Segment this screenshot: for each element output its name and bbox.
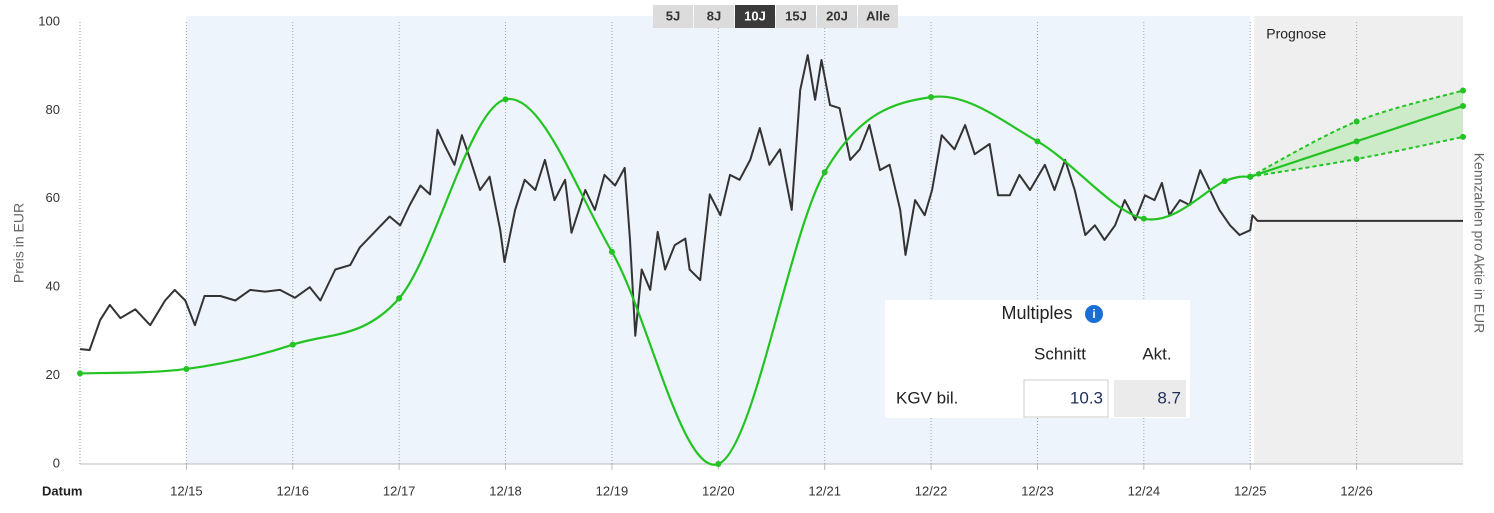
data-point bbox=[1353, 118, 1360, 125]
range-button-label[interactable]: 5J bbox=[666, 8, 680, 23]
data-point bbox=[821, 169, 828, 176]
data-point bbox=[1353, 156, 1360, 163]
data-point bbox=[502, 96, 509, 103]
data-point bbox=[77, 370, 83, 377]
range-button-label[interactable]: 15J bbox=[785, 8, 807, 23]
column-header: Schnitt bbox=[1034, 344, 1086, 363]
info-icon[interactable] bbox=[1085, 305, 1103, 323]
x-tick-label: 12/17 bbox=[383, 483, 416, 498]
data-point bbox=[1460, 87, 1466, 94]
y-tick-label: 40 bbox=[46, 279, 60, 294]
data-point bbox=[1460, 133, 1466, 140]
range-button[interactable] bbox=[776, 5, 816, 28]
forecast-band bbox=[1250, 90, 1463, 177]
y-tick-label: 20 bbox=[46, 367, 60, 382]
value-cell-text: 8.7 bbox=[1157, 388, 1181, 407]
x-tick-label: 12/23 bbox=[1021, 483, 1054, 498]
ui-layer: Preis in EUR Kennzahlen pro Aktie in EUR… bbox=[11, 5, 1487, 498]
forecast-label: Prognose bbox=[1266, 26, 1326, 42]
range-button[interactable] bbox=[653, 5, 693, 28]
range-button[interactable] bbox=[735, 5, 775, 28]
data-point bbox=[1353, 138, 1360, 145]
y-tick-label: 60 bbox=[46, 190, 60, 205]
x-tick-label: 12/22 bbox=[915, 483, 948, 498]
column-header: Akt. bbox=[1142, 344, 1171, 363]
data-point bbox=[608, 248, 615, 255]
range-button-label[interactable]: Alle bbox=[866, 8, 890, 23]
data-point bbox=[1221, 178, 1228, 185]
y-tick-label: 100 bbox=[38, 13, 60, 28]
info-icon-text[interactable]: i bbox=[1092, 307, 1095, 321]
kgv-line bbox=[79, 95, 1251, 466]
y2-axis-label: Kennzahlen pro Aktie in EUR bbox=[1471, 153, 1487, 334]
data-point bbox=[1247, 173, 1254, 180]
x-tick-label: 12/16 bbox=[276, 483, 309, 498]
x-tick-label: 12/24 bbox=[1128, 483, 1161, 498]
plot-layer bbox=[77, 54, 1466, 467]
background-layer: Prognose bbox=[186, 16, 1463, 464]
value-cell bbox=[1114, 380, 1186, 417]
grid-layer: 0 20 40 60 80 100 12/15 12/16 12/17 12/18 12/19 12/… bbox=[38, 13, 1463, 498]
data-point bbox=[1140, 215, 1147, 222]
y-tick-label: 0 bbox=[53, 455, 60, 470]
range-button-label[interactable]: 10J bbox=[744, 8, 766, 23]
price-line bbox=[79, 54, 1463, 351]
data-point bbox=[715, 461, 722, 467]
range-button[interactable] bbox=[694, 5, 734, 28]
x-tick-label: 12/18 bbox=[489, 483, 522, 498]
value-cell-text: 10.3 bbox=[1070, 388, 1103, 407]
y-axis-label: Preis in EUR bbox=[11, 203, 27, 283]
x-tick-label: 12/21 bbox=[808, 483, 841, 498]
range-button[interactable] bbox=[858, 5, 898, 28]
x-tick-label: 12/20 bbox=[702, 483, 735, 498]
data-point bbox=[289, 341, 296, 348]
x-axis-label: Datum bbox=[42, 483, 82, 498]
x-tick-label: 12/25 bbox=[1234, 483, 1267, 498]
row-label: KGV bil. bbox=[896, 388, 958, 407]
value-cell bbox=[1023, 379, 1109, 418]
x-tick-label: 12/15 bbox=[170, 483, 203, 498]
multiples-title: Multiples bbox=[1001, 303, 1072, 323]
data-point bbox=[396, 295, 403, 302]
range-button-label[interactable]: 20J bbox=[826, 8, 848, 23]
data-point bbox=[183, 365, 190, 372]
x-tick-label: 12/26 bbox=[1340, 483, 1373, 498]
x-tick-label: 12/19 bbox=[596, 483, 629, 498]
data-point bbox=[1460, 102, 1466, 109]
range-button-label[interactable]: 8J bbox=[707, 8, 721, 23]
range-button[interactable] bbox=[817, 5, 857, 28]
y-tick-label: 80 bbox=[46, 102, 60, 117]
data-point bbox=[1034, 138, 1041, 145]
forecast-region bbox=[1254, 16, 1463, 464]
data-point bbox=[928, 94, 935, 101]
